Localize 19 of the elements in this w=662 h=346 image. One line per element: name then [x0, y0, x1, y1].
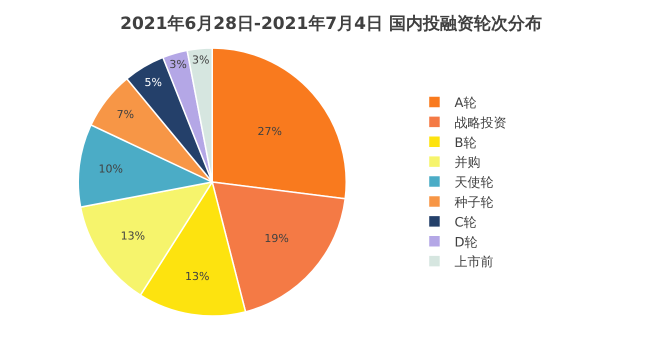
chart-title: 2021年6月28日-2021年7月4日 国内投融资轮次分布: [120, 14, 542, 34]
legend-label: D轮: [454, 235, 478, 250]
legend-label: 并购: [454, 156, 480, 171]
data-label: 7%: [116, 108, 134, 122]
data-label: 13%: [120, 229, 146, 242]
legend-label: 天使轮: [454, 176, 494, 191]
data-label: 27%: [257, 124, 282, 138]
data-label: 19%: [264, 232, 289, 246]
data-label: 3%: [192, 54, 210, 67]
legend-label: C轮: [454, 215, 477, 230]
data-label: 10%: [98, 162, 123, 176]
legend-label: B轮: [454, 136, 476, 151]
data-label: 3%: [169, 58, 187, 71]
data-label: 13%: [185, 270, 210, 284]
legend-label: 战略投资: [454, 116, 506, 131]
data-label: 5%: [144, 76, 162, 89]
legend-label: A轮: [454, 96, 476, 112]
legend-label: 种子轮: [454, 196, 494, 211]
legend-label: 上市前: [454, 255, 494, 270]
